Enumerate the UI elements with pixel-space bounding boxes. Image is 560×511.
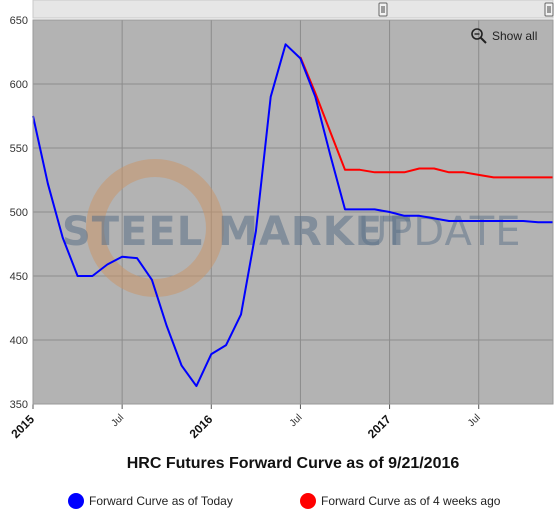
zoom-out-icon [471,28,483,40]
series-line-today[interactable] [32,43,553,388]
legend-item-four-weeks[interactable]: Forward Curve as of 4 weeks ago [300,493,501,509]
x-tick-label: Jul [109,412,126,429]
legend-item-today[interactable]: Forward Curve as of Today [68,493,233,509]
y-tick-label: 550 [10,143,28,155]
watermark-light-text: UPDATE [358,209,521,255]
y-tick-label: 600 [10,79,28,91]
x-tick-label: 2017 [365,412,394,441]
y-tick-label: 650 [10,15,28,27]
watermark-logo: STEEL MARKET UPDATE [62,159,521,297]
legend-marker-four-weeks [300,493,316,509]
navigator-handle-right[interactable] [544,2,554,17]
y-tick-label: 500 [10,207,28,219]
navigator-handle-left[interactable] [378,2,388,17]
watermark-bold-text: STEEL MARKET [62,209,411,255]
y-tick-label: 400 [10,335,28,347]
show-all-label: Show all [492,29,537,43]
navigator-strip[interactable] [32,0,554,19]
x-tick-label: Jul [466,412,483,429]
y-tick-label: 450 [10,271,28,283]
legend-marker-today [68,493,84,509]
legend: Forward Curve as of Today Forward Curve … [68,493,501,509]
show-all-button[interactable]: Show all [471,28,537,44]
x-tick-label: 2015 [8,412,37,441]
plot-border [32,19,554,405]
chart-title: HRC Futures Forward Curve as of 9/21/201… [127,455,460,472]
x-tick-label: 2016 [187,412,216,441]
series-line-four-weeks[interactable] [299,56,553,179]
series-layer [32,43,553,388]
legend-label-today: Forward Curve as of Today [89,494,233,508]
y-tick-label: 350 [10,399,28,411]
legend-label-four-weeks: Forward Curve as of 4 weeks ago [321,494,501,508]
x-tick-label: Jul [288,412,305,429]
